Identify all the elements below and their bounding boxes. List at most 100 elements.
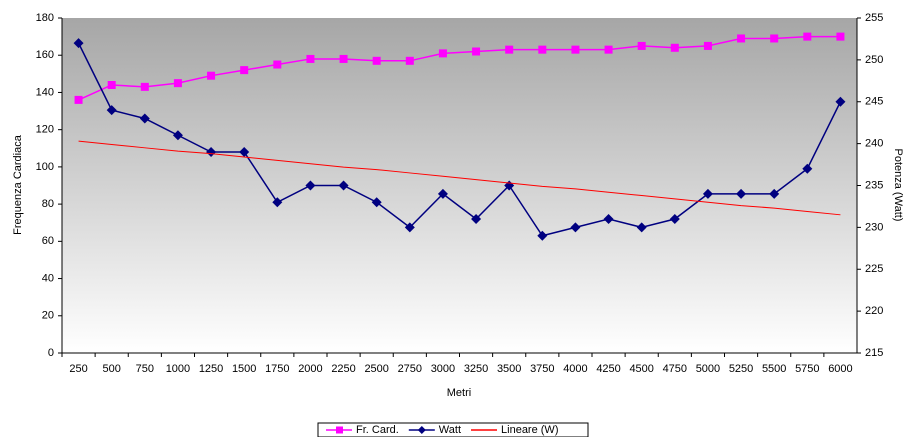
x-tick-label: 4250 — [596, 363, 620, 375]
marker — [736, 188, 747, 199]
x-tick-label: 2750 — [398, 363, 422, 375]
marker — [603, 214, 614, 224]
marker — [537, 230, 548, 241]
marker — [106, 105, 117, 116]
x-tick-label: 6000 — [828, 363, 852, 375]
y2-tick-label: 220 — [865, 305, 883, 317]
marker — [737, 34, 746, 43]
marker — [338, 180, 349, 191]
x-tick-label: 3250 — [464, 363, 488, 375]
y-tick-label: 180 — [36, 12, 54, 24]
x-tick-label: 3750 — [530, 363, 554, 375]
marker — [107, 81, 116, 89]
x-tick-label: 1250 — [199, 363, 223, 375]
y-axis-title: Frequenza Cardiaca — [12, 134, 24, 235]
x-tick-label: 5750 — [795, 363, 819, 375]
y-tick-label: 0 — [48, 347, 54, 359]
x-tick-label: 1000 — [166, 363, 190, 375]
marker — [702, 188, 713, 199]
y-tick-label: 140 — [36, 86, 54, 98]
legend-label: Fr. Card. — [356, 424, 399, 436]
x-tick-label: 3000 — [431, 363, 455, 375]
x-tick-label: 1500 — [232, 363, 256, 375]
y2-tick-label: 255 — [865, 12, 883, 24]
x-tick-label: 2500 — [364, 363, 388, 375]
y2-tick-label: 245 — [865, 96, 883, 108]
marker — [703, 41, 712, 50]
x-tick-label: 500 — [103, 363, 121, 375]
y2-tick-label: 225 — [865, 263, 883, 275]
y-tick-label: 120 — [36, 124, 54, 136]
marker — [669, 214, 680, 224]
marker — [339, 54, 348, 63]
legend-marker — [336, 426, 343, 434]
x-tick-label: 4500 — [629, 363, 653, 375]
marker — [769, 188, 780, 199]
legend-marker — [417, 426, 426, 434]
marker — [207, 71, 216, 80]
series-line — [77, 42, 842, 237]
y-tick-label: 40 — [42, 272, 54, 284]
marker — [239, 147, 250, 157]
marker — [139, 113, 150, 124]
marker — [372, 56, 381, 65]
marker — [172, 130, 183, 141]
marker — [404, 222, 415, 233]
marker — [305, 180, 316, 191]
y-tick-label: 160 — [36, 49, 54, 61]
marker — [471, 214, 482, 224]
marker — [570, 222, 581, 233]
series-line — [78, 35, 841, 101]
marker — [835, 96, 846, 107]
y2-axis-title: Potenza (Watt) — [892, 149, 904, 222]
marker — [306, 54, 315, 63]
marker — [604, 45, 613, 54]
marker — [273, 60, 282, 69]
x-tick-label: 2250 — [331, 363, 355, 375]
legend-label: Lineare (W) — [501, 424, 558, 436]
legend-label: Watt — [439, 424, 461, 436]
marker — [206, 147, 217, 157]
marker — [240, 66, 249, 75]
marker — [803, 32, 812, 41]
marker — [438, 49, 447, 58]
marker — [637, 41, 646, 50]
y2-tick-label: 250 — [865, 54, 883, 66]
marker — [472, 47, 481, 56]
marker — [802, 163, 813, 174]
y-tick-label: 100 — [36, 161, 54, 173]
x-tick-label: 250 — [69, 363, 87, 375]
marker — [505, 45, 514, 54]
y2-tick-label: 240 — [865, 138, 883, 150]
marker — [371, 197, 382, 208]
marker — [272, 197, 283, 208]
y2-tick-label: 215 — [865, 347, 883, 359]
y2-tick-label: 230 — [865, 221, 883, 233]
y-tick-label: 60 — [42, 235, 54, 247]
marker — [73, 38, 84, 49]
x-tick-label: 5000 — [696, 363, 720, 375]
x-tick-label: 3500 — [497, 363, 521, 375]
marker — [437, 188, 448, 199]
y-tick-label: 80 — [42, 198, 54, 210]
x-tick-label: 2000 — [298, 363, 322, 375]
legend — [317, 422, 589, 437]
x-tick-label: 750 — [136, 363, 154, 375]
marker — [836, 32, 845, 41]
marker — [173, 79, 182, 88]
marker — [405, 56, 414, 65]
y-tick-label: 20 — [42, 310, 54, 322]
marker — [538, 45, 547, 54]
marker — [770, 34, 779, 43]
x-axis-title: Metri — [447, 387, 471, 399]
marker — [571, 45, 580, 54]
x-tick-label: 5500 — [762, 363, 786, 375]
x-tick-label: 4750 — [663, 363, 687, 375]
x-tick-label: 1750 — [265, 363, 289, 375]
marker — [74, 95, 83, 104]
plot-area — [62, 18, 857, 353]
series-line — [78, 140, 841, 216]
marker — [140, 82, 149, 91]
y2-tick-label: 235 — [865, 179, 883, 191]
